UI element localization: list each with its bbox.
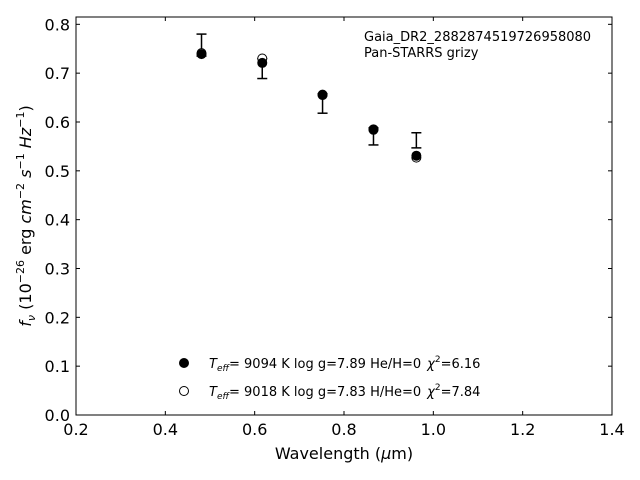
y-tick-label-3: 0.3 [45,259,70,278]
x-tick-label-0: 0.2 [63,420,88,439]
model-point-filled-1 [257,57,268,68]
chart-marks [196,33,422,163]
x-axis-label: Wavelength (μm) [275,444,413,463]
legend-1-teff-sub: eff [217,364,231,374]
legend-1-teff: T [209,357,218,372]
annotation-star-id: Gaia_DR2_2882874519726958080 [364,30,591,45]
y-tick-label-4: 0.4 [45,211,70,230]
x-tick-label-2: 0.6 [242,420,267,439]
x-tick-label-5: 1.2 [510,420,535,439]
y-axis-label: fν (10−26 erg cm−2 s−1 Hz−1) [14,105,38,326]
y-tick-label-2: 0.2 [45,308,70,327]
model-point-filled-3 [368,124,379,135]
legend-2-teff: T [209,385,218,400]
legend-1-chi-value: =6.16 [441,357,481,372]
x-tick-label-1: 0.4 [153,420,178,439]
y-tick-label-7: 0.7 [45,64,70,83]
legend-1-params: = 9094 K log g=7.89 He/H=0 [229,357,421,372]
model-point-filled-0 [196,49,207,60]
legend-2-chi-sup: 2 [435,383,441,393]
axis-ticks: 0.2 0.4 0.6 0.8 1.0 1.2 1.4 0.0 0.1 0.2 0.3 0.4 0.5 0… [45,15,625,439]
y-tick-label-6: 0.6 [45,113,70,132]
annotation-survey: Pan-STARRS grizy [364,46,479,61]
model-point-filled-4 [411,150,422,161]
x-tick-label-6: 1.4 [599,420,624,439]
model-point-filled-2 [317,90,328,101]
legend-1-chi: χ [426,357,436,372]
y-tick-label-0: 0.0 [45,406,70,425]
y-tick-label-8: 0.8 [45,15,70,34]
legend-entry-2: Teff= 9018 K log g=7.83 H/He=0 χ2=7.84 [209,383,480,402]
x-tick-label-4: 1.0 [421,420,446,439]
y-tick-label-5: 0.5 [45,162,70,181]
legend-1-chi-sup: 2 [435,355,441,365]
y-tick-label-1: 0.1 [45,357,70,376]
legend-2-chi: χ [426,385,436,400]
legend-2-params: = 9018 K log g=7.83 H/He=0 [229,385,421,400]
legend-marker-open [179,386,189,396]
x-tick-label-3: 0.8 [331,420,356,439]
legend-marker-filled [179,358,189,368]
legend-2-chi-value: =7.84 [441,385,481,400]
legend: Teff= 9094 K log g=7.89 He/H=0 χ2=6.16 Te… [179,355,480,402]
legend-entry-1: Teff= 9094 K log g=7.89 He/H=0 χ2=6.16 [209,355,480,374]
plot-frame [75,16,613,416]
legend-2-teff-sub: eff [217,392,231,402]
